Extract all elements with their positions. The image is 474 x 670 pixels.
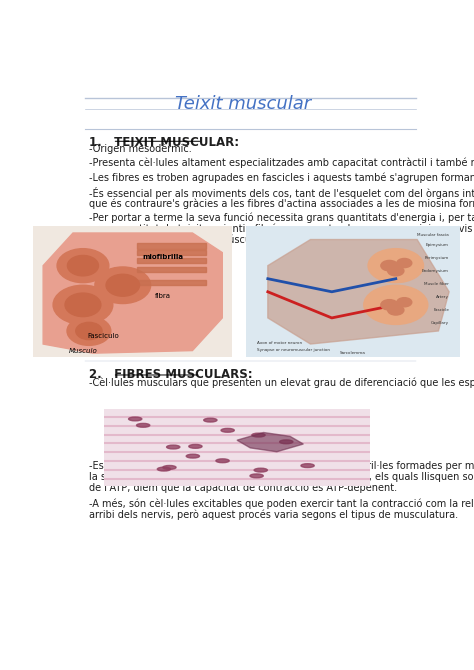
Text: -Origen mesodèrmic.: -Origen mesodèrmic. (89, 143, 191, 154)
Text: Endomysium: Endomysium (422, 269, 449, 273)
Text: Musculo: Musculo (69, 348, 97, 354)
Circle shape (368, 249, 424, 283)
Text: -Presenta cèl·lules altament especialitzades amb capacitat contràctil i també re: -Presenta cèl·lules altament especialitz… (89, 157, 474, 168)
Text: fibra: fibra (155, 293, 171, 299)
Text: Fascicle: Fascicle (433, 308, 449, 312)
Text: la seva associació amb miofilaments gruixuts de miosina, els quals llisquen sobr: la seva associació amb miofilaments grui… (89, 472, 474, 482)
Circle shape (216, 459, 229, 463)
Circle shape (53, 285, 113, 324)
Circle shape (221, 428, 234, 432)
Text: gran quantitat de teixit conjuntiu fibrós que aporta els vasos sanguinis, nervis: gran quantitat de teixit conjuntiu fibró… (89, 224, 474, 234)
Text: 2.   FIBRES MUSCULARS:: 2. FIBRES MUSCULARS: (89, 369, 252, 381)
Circle shape (388, 266, 404, 276)
Text: -Cèl·lules musculars que presenten un elevat grau de diferenciació que les espec: -Cèl·lules musculars que presenten un el… (89, 378, 474, 388)
Text: -Per portar a terme la seva funció necessita grans quantitats d'energia i, per t: -Per portar a terme la seva funció neces… (89, 212, 474, 223)
Text: -A més, són cèl·lules excitables que poden exercir tant la contracció com la rel: -A més, són cèl·lules excitables que pod… (89, 498, 474, 509)
Text: de l'ATP, diem que la capacitat de contracció és ATP-depenent.: de l'ATP, diem que la capacitat de contr… (89, 483, 397, 493)
Circle shape (301, 464, 314, 468)
Text: Fasciculo: Fasciculo (87, 332, 118, 338)
Bar (137, 258, 206, 263)
Text: Perimysium: Perimysium (425, 256, 449, 260)
Text: Artery: Artery (436, 295, 449, 299)
Text: 1.   TEIXIT MUSCULAR:: 1. TEIXIT MUSCULAR: (89, 135, 239, 149)
Bar (137, 250, 206, 255)
Circle shape (157, 467, 171, 471)
Circle shape (252, 433, 265, 437)
Text: arribi dels nervis, però aquest procés varia segons el tipus de musculatura.: arribi dels nervis, però aquest procés v… (89, 510, 458, 520)
Text: -És essencial per als moviments dels cos, tant de l'esquelet com del òrgans inte: -És essencial per als moviments dels cos… (89, 187, 474, 199)
Circle shape (95, 267, 151, 304)
Text: Muscular fascia: Muscular fascia (418, 233, 449, 237)
Circle shape (166, 445, 180, 449)
Text: -Es caracteritzen per contenir grans quantitats de miofibril·les formades per mi: -Es caracteritzen per contenir grans qua… (89, 460, 474, 470)
Circle shape (204, 418, 217, 422)
Circle shape (254, 468, 267, 472)
Circle shape (189, 444, 202, 448)
Circle shape (67, 317, 111, 345)
Polygon shape (237, 433, 303, 452)
Circle shape (76, 322, 102, 340)
Text: Epimysium: Epimysium (426, 243, 449, 247)
Circle shape (397, 297, 412, 307)
Text: miofibrilla: miofibrilla (142, 254, 183, 260)
Circle shape (186, 454, 200, 458)
Text: fibra, cada fascicle i tot el múscul.: fibra, cada fascicle i tot el múscul. (89, 235, 256, 245)
Text: Synapse or neuromuscular junction: Synapse or neuromuscular junction (257, 348, 330, 352)
Text: Sarcolemma: Sarcolemma (340, 352, 366, 356)
Circle shape (163, 466, 176, 470)
Text: Axon of motor neuron: Axon of motor neuron (257, 341, 302, 345)
Bar (137, 280, 206, 285)
Circle shape (381, 299, 398, 310)
Polygon shape (268, 240, 449, 344)
Circle shape (106, 274, 139, 296)
Circle shape (280, 440, 293, 444)
Circle shape (397, 259, 412, 267)
Text: Muscle fiber: Muscle fiber (424, 282, 449, 286)
Circle shape (137, 423, 150, 427)
Circle shape (364, 285, 428, 324)
Circle shape (381, 261, 398, 271)
Bar (137, 267, 206, 272)
Text: que és contraure's gràcies a les fibres d'actina associades a les de miosina for: que és contraure's gràcies a les fibres … (89, 198, 474, 208)
Circle shape (65, 293, 101, 317)
Polygon shape (43, 233, 222, 353)
Circle shape (67, 255, 99, 276)
Text: Teixit muscular: Teixit muscular (175, 94, 311, 113)
Circle shape (250, 474, 263, 478)
Bar (137, 243, 206, 249)
Circle shape (388, 305, 404, 315)
Text: -Les fibres es troben agrupades en fascicles i aquests també s'agrupen formant e: -Les fibres es troben agrupades en fasci… (89, 172, 474, 183)
Circle shape (128, 417, 142, 421)
Circle shape (57, 249, 109, 283)
Text: Capillary: Capillary (431, 322, 449, 326)
